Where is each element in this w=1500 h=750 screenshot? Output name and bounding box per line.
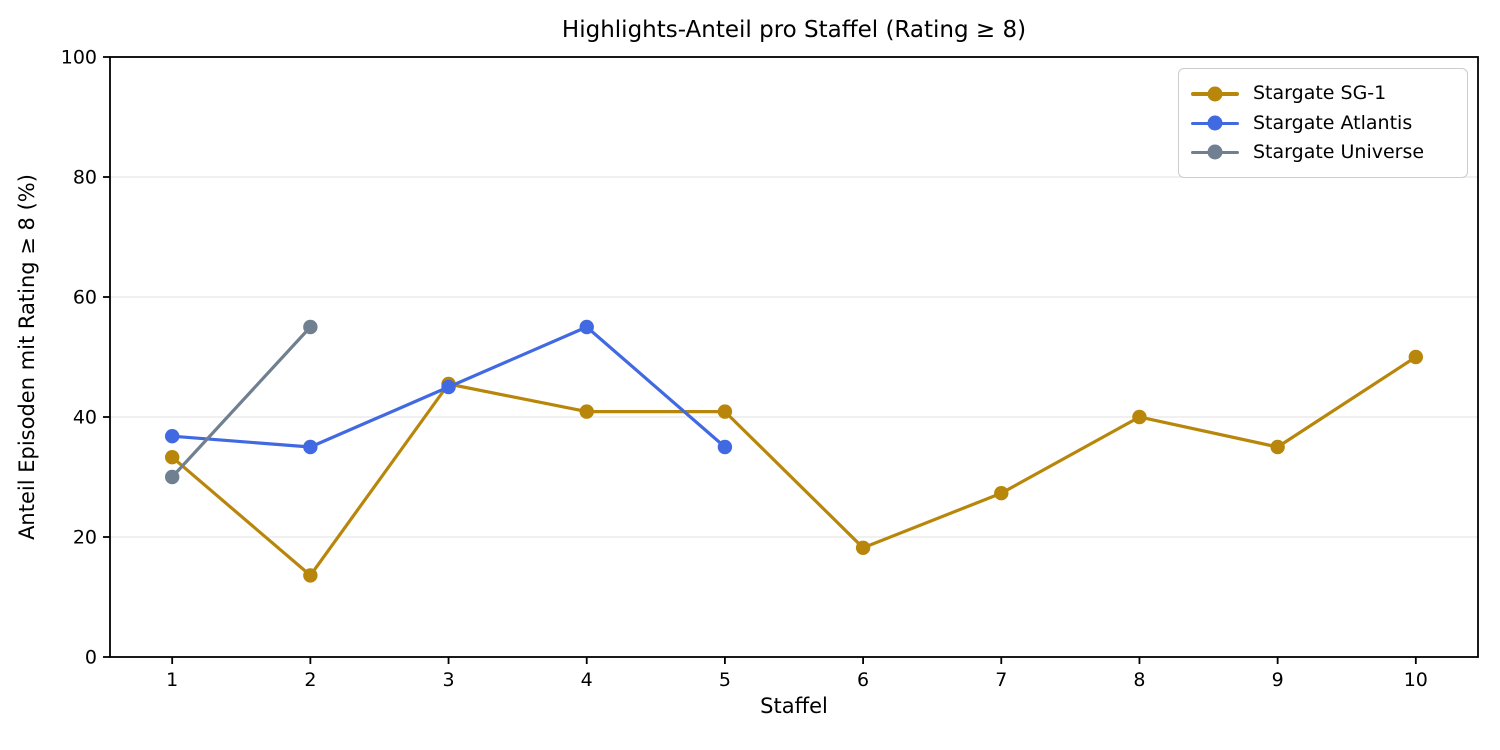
data-point-marker — [717, 439, 733, 455]
y-tick-label: 0 — [85, 647, 97, 669]
x-axis-label: Staffel — [760, 694, 828, 718]
plot-border — [109, 56, 1479, 658]
data-point-marker — [303, 319, 318, 335]
y-tick-label: 80 — [73, 167, 97, 189]
x-tick-label: 6 — [857, 669, 869, 691]
x-tick-label: 2 — [304, 669, 316, 691]
legend-label: Stargate Universe — [1253, 140, 1425, 163]
legend: Stargate SG-1 Stargate Atlantis Stargate U… — [1178, 68, 1468, 178]
x-tick-label: 1 — [166, 669, 178, 691]
data-point-marker — [1408, 349, 1424, 365]
x-tick-label: 8 — [1133, 669, 1145, 691]
data-point-marker — [717, 404, 733, 419]
data-point-marker — [164, 429, 180, 444]
series-line-3 — [170, 325, 312, 479]
series-line-1 — [170, 355, 1418, 578]
legend-label: Stargate Atlantis — [1253, 111, 1413, 134]
legend-line-marker-icon — [1191, 85, 1239, 102]
data-point-marker — [303, 439, 318, 455]
x-tick-label: 4 — [581, 669, 593, 691]
legend-line-marker-icon — [1191, 144, 1239, 161]
x-tick-label: 5 — [719, 669, 731, 691]
y-tick-label: 20 — [73, 527, 97, 549]
legend-item: Stargate Atlantis — [1191, 111, 1455, 134]
x-tick-label: 7 — [995, 669, 1007, 691]
data-point-marker — [164, 469, 180, 485]
data-point-marker — [579, 319, 594, 335]
x-tick-label: 10 — [1404, 669, 1428, 691]
legend-line-marker-icon — [1191, 115, 1239, 132]
y-tick-label: 60 — [73, 287, 97, 309]
y-tick-label: 40 — [73, 407, 97, 429]
data-point-marker — [994, 486, 1009, 501]
data-point-marker — [855, 540, 871, 555]
data-point-marker — [579, 404, 594, 419]
data-point-marker — [441, 379, 456, 395]
chart-title: Highlights-Anteil pro Staffel (Rating ≥ … — [561, 17, 1027, 43]
y-tick-label: 100 — [61, 47, 97, 69]
data-point-marker — [164, 450, 180, 465]
x-tick-label: 9 — [1272, 669, 1284, 691]
legend-item: Stargate SG-1 — [1191, 84, 1455, 103]
data-point-marker — [1132, 409, 1147, 425]
data-point-marker — [1270, 439, 1285, 455]
data-point-marker — [303, 568, 318, 583]
x-tick-label: 3 — [442, 669, 454, 691]
legend-item: Stargate Universe — [1191, 140, 1455, 163]
legend-label: Stargate SG-1 — [1253, 82, 1387, 105]
